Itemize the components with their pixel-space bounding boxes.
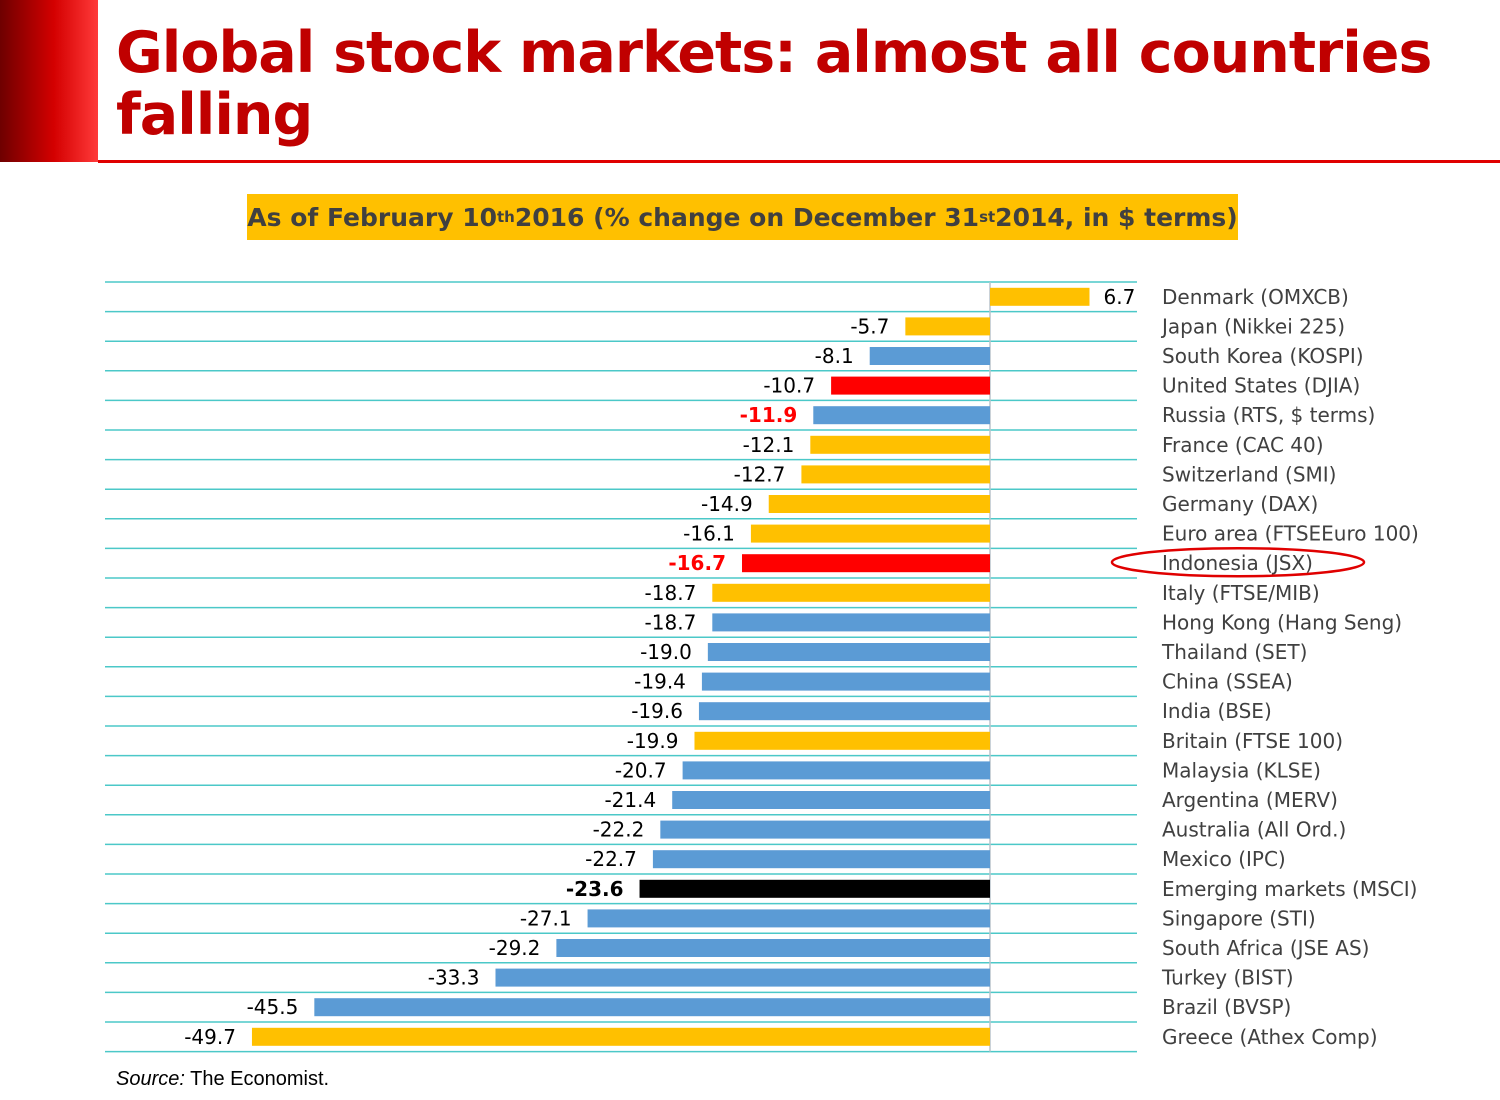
bar xyxy=(768,495,990,513)
category-label: Singapore (STI) xyxy=(1162,906,1316,930)
side-accent-bar xyxy=(0,0,98,162)
category-label: Mexico (IPC) xyxy=(1162,847,1286,871)
bar xyxy=(707,643,990,661)
category-label: Switzerland (SMI) xyxy=(1162,462,1336,486)
bar xyxy=(682,761,990,780)
category-label: Britain (FTSE 100) xyxy=(1162,729,1343,753)
data-label: -12.1 xyxy=(743,433,795,457)
bar xyxy=(495,968,990,987)
category-label: Euro area (FTSEEuro 100) xyxy=(1162,522,1419,546)
category-label: South Africa (JSE AS) xyxy=(1162,936,1369,960)
category-label: Russia (RTS, $ terms) xyxy=(1162,403,1375,427)
data-label: -22.2 xyxy=(593,818,645,842)
data-label: -19.6 xyxy=(631,699,683,723)
bar xyxy=(672,791,990,809)
category-label: Indonesia (JSX) xyxy=(1162,551,1313,575)
subtitle-text-1: As of February 10 xyxy=(247,202,498,232)
data-label: -19.9 xyxy=(627,729,679,753)
category-label: South Korea (KOSPI) xyxy=(1162,344,1364,368)
category-label: Thailand (SET) xyxy=(1161,640,1307,664)
category-label: India (BSE) xyxy=(1162,699,1272,723)
category-label: Hong Kong (Hang Seng) xyxy=(1162,610,1402,634)
category-label: Japan (Nikkei 225) xyxy=(1160,314,1345,338)
page-title: Global stock markets: almost all countri… xyxy=(116,20,1432,148)
data-label: -45.5 xyxy=(247,995,299,1019)
bar xyxy=(556,939,990,957)
bar xyxy=(314,998,990,1017)
bar xyxy=(660,820,990,839)
category-label: United States (DJIA) xyxy=(1162,374,1360,398)
data-label: -33.3 xyxy=(428,966,480,990)
title-divider xyxy=(98,160,1500,163)
bar xyxy=(701,672,990,691)
data-label: -29.2 xyxy=(489,936,541,960)
data-label: -49.7 xyxy=(184,1025,236,1049)
bar xyxy=(639,879,990,898)
bar xyxy=(831,376,990,395)
bar xyxy=(251,1027,990,1046)
source-note: Source: The Economist. xyxy=(116,1068,329,1091)
data-label: -16.1 xyxy=(683,522,735,546)
data-label: -20.7 xyxy=(615,758,667,782)
bar xyxy=(742,554,990,573)
category-label: Greece (Athex Comp) xyxy=(1162,1025,1378,1049)
category-label: China (SSEA) xyxy=(1162,670,1293,694)
data-label: -8.1 xyxy=(815,344,854,368)
data-label: -16.7 xyxy=(668,551,726,575)
data-label: -5.7 xyxy=(850,314,889,338)
highlight-ellipse xyxy=(1110,546,1366,578)
category-label: Brazil (BVSP) xyxy=(1162,995,1291,1019)
subtitle-text-2: 2016 (% change on December 31 xyxy=(514,202,980,232)
bar xyxy=(698,702,990,721)
category-label: Denmark (OMXCB) xyxy=(1162,285,1349,309)
data-label: -12.7 xyxy=(734,462,786,486)
category-label: Malaysia (KLSE) xyxy=(1162,758,1321,782)
data-label: -10.7 xyxy=(763,374,815,398)
bar xyxy=(694,731,990,750)
category-label: France (CAC 40) xyxy=(1162,433,1324,457)
category-label: Italy (FTSE/MIB) xyxy=(1162,581,1320,605)
subtitle-text-3: 2014, in $ terms) xyxy=(995,202,1238,232)
data-label: -27.1 xyxy=(520,906,572,930)
data-label: -11.9 xyxy=(740,403,798,427)
bar xyxy=(652,850,990,869)
bar xyxy=(869,347,990,365)
data-label: -19.0 xyxy=(640,640,692,664)
bar-chart: 6.7 Denmark (OMXCB) -5.7 Japan (Nikkei 225)… xyxy=(105,281,1419,1053)
bar xyxy=(587,909,990,928)
source-text: The Economist. xyxy=(184,1068,330,1090)
bar xyxy=(712,583,990,602)
category-label: Argentina (MERV) xyxy=(1162,788,1338,812)
data-label: -18.7 xyxy=(645,610,697,634)
bar xyxy=(750,524,990,543)
category-label: Australia (All Ord.) xyxy=(1162,818,1346,842)
bar xyxy=(801,465,990,484)
category-label: Germany (DAX) xyxy=(1162,492,1318,516)
bar xyxy=(813,406,990,425)
bar xyxy=(712,613,990,632)
data-label: -14.9 xyxy=(701,492,753,516)
data-label: 6.7 xyxy=(1103,285,1135,309)
bar xyxy=(990,287,1090,306)
source-label: Source: xyxy=(116,1068,185,1090)
data-label: -18.7 xyxy=(645,581,697,605)
category-label: Turkey (BIST) xyxy=(1161,966,1294,990)
bar xyxy=(905,317,990,336)
bar xyxy=(810,435,990,454)
data-label: -23.6 xyxy=(566,877,624,901)
data-label: -22.7 xyxy=(585,847,637,871)
data-label: -19.4 xyxy=(634,670,686,694)
data-label: -21.4 xyxy=(604,788,656,812)
category-label: Emerging markets (MSCI) xyxy=(1162,877,1417,901)
